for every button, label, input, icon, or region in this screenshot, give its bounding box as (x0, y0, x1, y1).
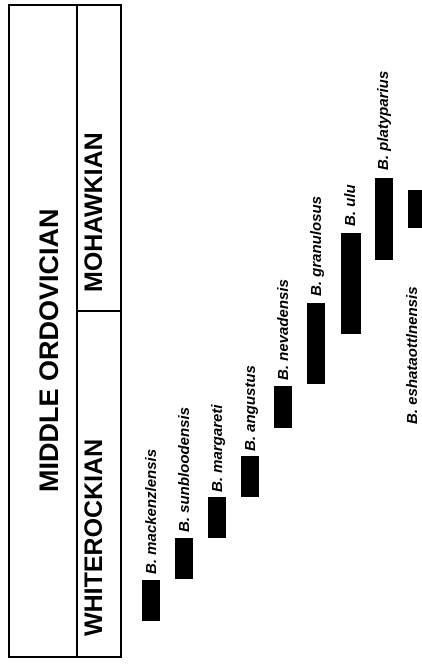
range-bar-mackenzlensis (142, 580, 160, 621)
taxon-label: B. granulosus (308, 195, 325, 296)
taxon-label: B. nevadensis (275, 279, 292, 380)
taxon-label: B. ulu (342, 184, 359, 226)
stage-label-mohawkian: MOHAWKIAN (80, 132, 108, 292)
range-bar-granulosus (307, 303, 325, 384)
range-bar-platyparius (375, 178, 393, 260)
range-bar-sunbloodensis (175, 538, 193, 579)
range-bar-margareti (208, 497, 226, 538)
column-divider (76, 6, 78, 656)
taxon-label: B. margareti (209, 404, 226, 492)
stratigraphic-column (8, 4, 122, 658)
taxon-label: B. mackenzlensis (143, 448, 160, 574)
taxon-label: B. eshataottlnensis (404, 286, 421, 424)
taxon-label: B. platyparius (375, 70, 392, 170)
stage-divider (76, 310, 122, 312)
taxon-label: B. sunbloodensis (176, 406, 193, 532)
range-bar-ulu (341, 233, 361, 334)
stage-label-whiterockian: WHITEROCKIAN (80, 438, 108, 636)
range-bar-angustus (241, 456, 259, 497)
period-title: MIDDLE ORDOVICIAN (34, 208, 64, 493)
range-bar-eshataottlnensis (408, 190, 422, 228)
taxon-label: B. angustus (242, 365, 259, 451)
range-bar-nevadensis (274, 386, 292, 428)
